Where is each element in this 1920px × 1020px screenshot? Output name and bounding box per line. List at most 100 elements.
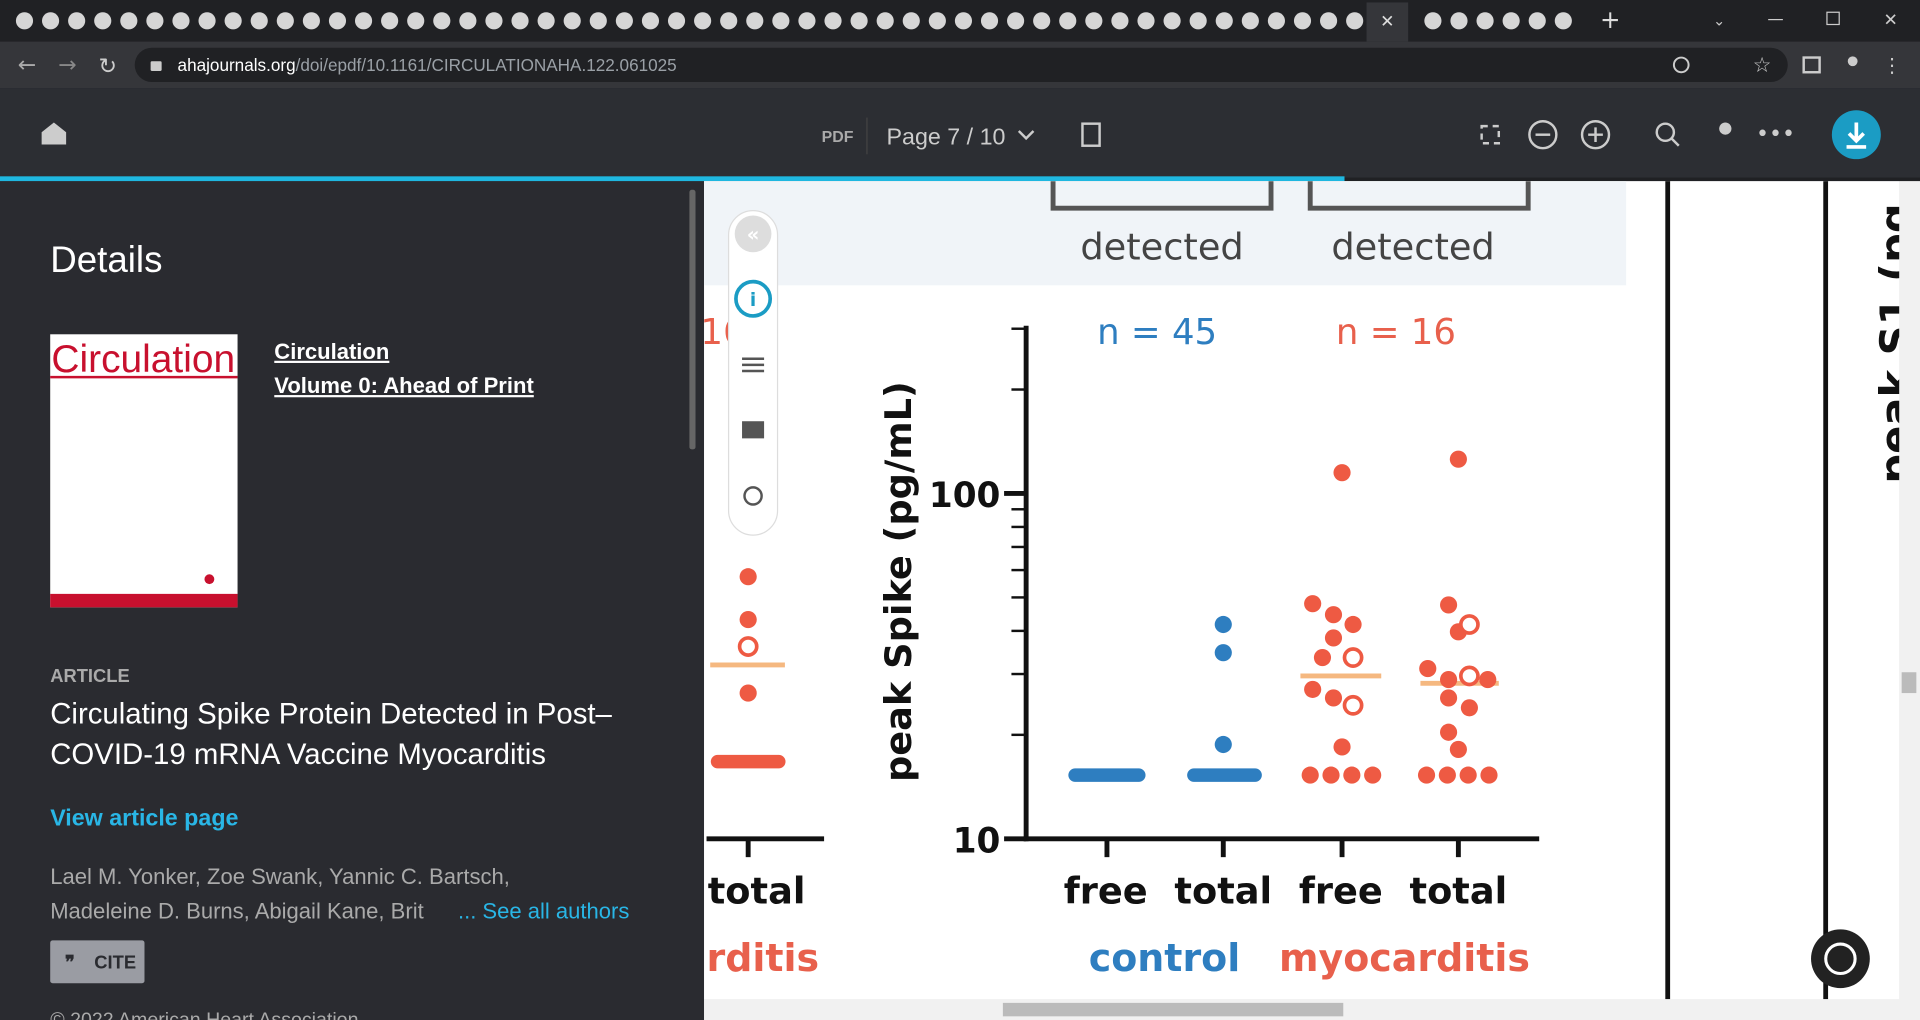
outline-button[interactable] [1081,122,1101,147]
tab-favicon[interactable] [224,12,242,30]
tab-favicon[interactable] [328,12,347,30]
tab-favicon[interactable] [511,12,529,30]
share-people[interactable] [1719,122,1732,135]
tab-favicon[interactable] [1476,12,1494,30]
tab-favicon[interactable] [1033,12,1051,30]
tab-favicon[interactable] [1502,12,1520,30]
tab-favicon[interactable] [1554,12,1572,30]
h-scroll-thumb[interactable] [1002,1002,1344,1017]
close-window[interactable]: ✕ [1883,11,1897,31]
tab-favicon[interactable] [720,12,738,30]
tab-favicon[interactable] [1163,12,1181,30]
zoom-in[interactable] [1580,120,1611,150]
tab-favicon[interactable] [1267,12,1285,30]
tab-favicon[interactable] [433,12,451,30]
forward[interactable]: → [58,53,76,78]
cite-button[interactable] [50,940,145,984]
tab-favicon[interactable] [354,12,373,30]
tab-favicon[interactable] [302,12,320,30]
tab-favicon[interactable] [746,12,764,30]
tab-favicon[interactable] [537,12,555,30]
tab-favicon[interactable] [1241,12,1259,30]
tab-favicon[interactable] [667,12,686,30]
tab-favicon[interactable] [198,12,216,30]
tab-favicon[interactable] [641,12,660,30]
help-button[interactable] [1811,929,1870,989]
bookmark[interactable]: ☆ [1753,53,1772,77]
home[interactable] [41,122,67,145]
sidebar-scrollbar[interactable] [689,189,696,450]
tab-favicon[interactable] [15,12,34,30]
tab-favicon[interactable] [1320,12,1338,30]
search[interactable] [1655,122,1676,143]
tab-favicon[interactable] [381,12,399,30]
tab-favicon[interactable] [850,12,868,30]
tab-favicon[interactable] [94,12,112,30]
tab-favicon[interactable] [276,12,294,30]
tab-favicon[interactable] [1293,12,1312,30]
zoom-out[interactable] [1528,120,1558,150]
lock-icon [150,61,162,72]
active-tab[interactable] [1366,2,1409,42]
contents-tool[interactable] [742,357,765,373]
tab-favicon[interactable] [1424,12,1442,30]
tab-favicon[interactable] [798,12,816,30]
page-dropdown[interactable] [1017,130,1035,141]
new-tab[interactable]: + [1600,5,1621,34]
volume-link[interactable]: Volume 0: Ahead of Print [274,373,534,398]
back[interactable]: ← [18,53,36,78]
tab-favicon[interactable] [1346,12,1364,30]
tab-favicon[interactable] [563,12,581,30]
v-scroll-thumb[interactable] [1901,672,1917,694]
tab-favicon[interactable] [407,12,425,30]
tab-favicon[interactable] [615,12,633,30]
tab-favicon[interactable] [120,12,138,30]
side-panel[interactable] [1802,56,1821,74]
tab-favicon[interactable] [459,12,477,30]
tab-favicon[interactable] [1085,12,1103,30]
tab-favicon[interactable] [250,12,268,30]
tab-favicon[interactable] [68,12,86,30]
tab-favicon[interactable] [1450,12,1468,30]
tab-favicon[interactable] [1137,12,1155,30]
profile[interactable] [1847,56,1858,67]
view-article-link[interactable]: View article page [50,804,238,830]
link-tool[interactable] [743,486,763,506]
journal-cover[interactable] [50,334,238,608]
restore[interactable] [1826,11,1840,26]
reload[interactable]: ↻ [99,54,117,79]
tab-favicon[interactable] [172,12,190,30]
tab-favicon[interactable] [1059,12,1077,30]
tab-favicon[interactable] [589,12,607,30]
tab-favicon[interactable] [1007,12,1025,30]
collapse-rail[interactable] [734,215,772,253]
menu[interactable]: ⋮ [1882,54,1902,77]
info-tool[interactable] [734,279,773,318]
point [1301,766,1319,784]
tab-favicon[interactable] [146,12,164,30]
tab-favicon[interactable] [1528,12,1546,30]
fullscreen[interactable] [1480,124,1501,145]
tab-favicon[interactable] [876,12,894,30]
tab-favicon[interactable] [980,12,999,30]
figures-tool[interactable] [742,421,765,439]
see-all-authors[interactable]: ... See all authors [458,898,629,923]
tab-favicon[interactable] [902,12,920,30]
tab-favicon[interactable] [824,12,842,30]
tab-favicon[interactable] [1189,12,1207,30]
tab-favicon[interactable] [1215,12,1233,30]
more[interactable]: ••• [1756,122,1795,147]
tab-favicon[interactable] [485,12,503,30]
tab-favicon[interactable] [42,12,60,30]
close-tab[interactable]: ✕ [1380,12,1394,32]
page-indicator[interactable]: Page 7 / 10 [887,123,1006,149]
omnibox[interactable] [134,47,1788,83]
tab-favicon[interactable] [954,12,973,30]
tab-favicon[interactable] [1111,12,1129,30]
tab-favicon[interactable] [772,12,790,30]
tab-favicon[interactable] [928,12,946,30]
journal-link[interactable]: Circulation [274,339,389,364]
zoom-icon[interactable] [1672,56,1690,74]
tab-search[interactable]: ⌄ [1713,13,1725,30]
tab-favicon[interactable] [694,12,712,30]
